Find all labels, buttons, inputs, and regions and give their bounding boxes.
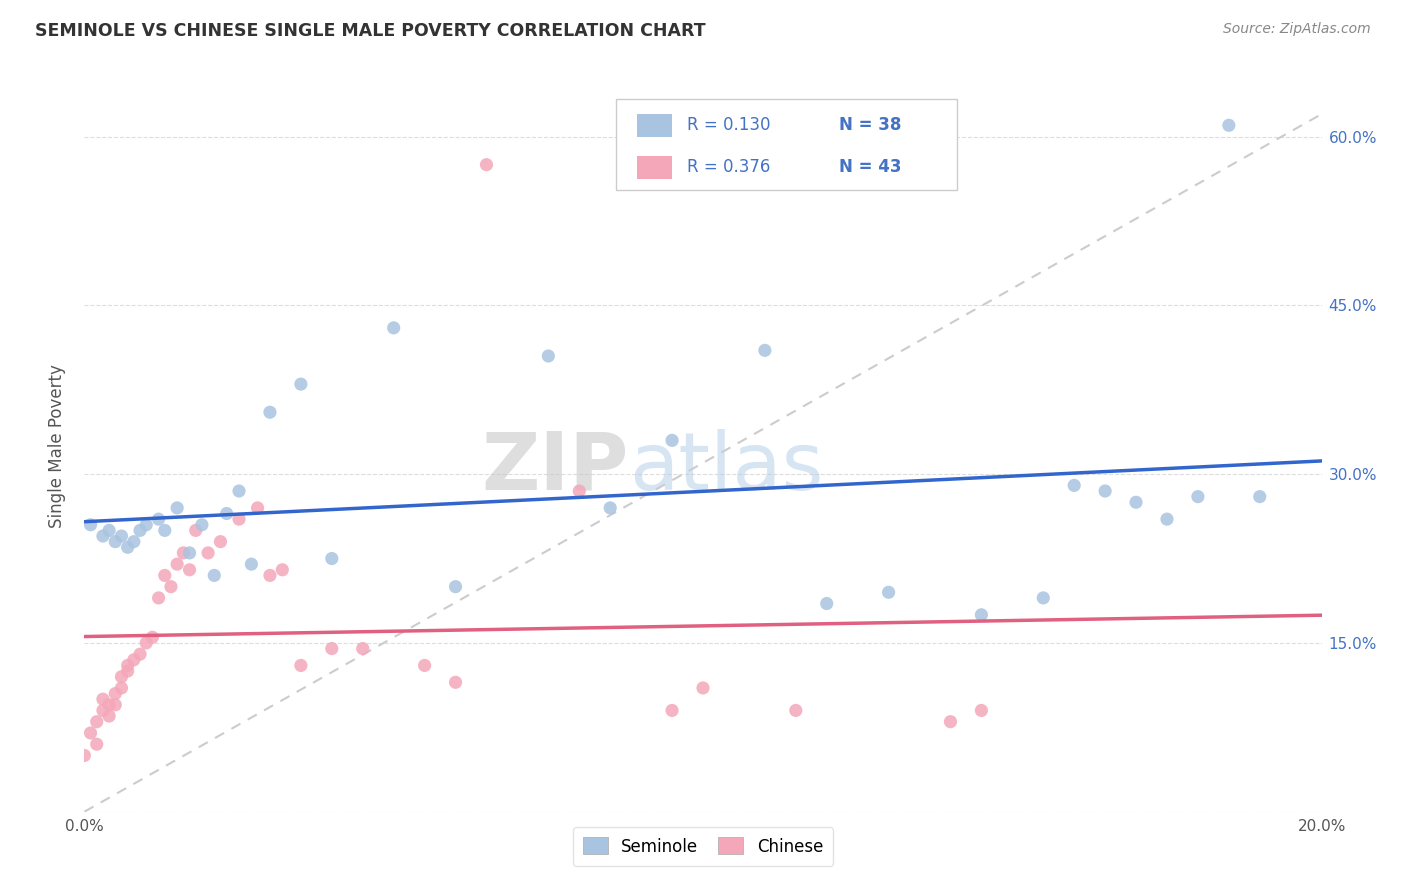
FancyBboxPatch shape <box>637 113 672 137</box>
Point <box>86 714 108 729</box>
Point <box>290 377 312 392</box>
Point <box>215 507 238 521</box>
Text: ZIP: ZIP <box>481 429 628 507</box>
Point <box>444 580 467 594</box>
Point <box>970 703 993 717</box>
Legend: Seminole, Chinese: Seminole, Chinese <box>572 828 834 865</box>
Point <box>191 517 214 532</box>
Point <box>568 483 591 498</box>
Point <box>599 500 621 515</box>
Point <box>1032 591 1054 605</box>
Point <box>135 517 157 532</box>
Point <box>129 524 152 538</box>
Point <box>785 703 807 717</box>
Point <box>79 726 101 740</box>
Point <box>79 517 101 532</box>
Text: atlas: atlas <box>628 429 823 507</box>
Point <box>73 748 96 763</box>
Point <box>166 557 188 571</box>
Point <box>290 658 312 673</box>
Point <box>184 524 207 538</box>
Point <box>692 681 714 695</box>
Point <box>104 698 127 712</box>
Point <box>1156 512 1178 526</box>
Point <box>228 483 250 498</box>
Point <box>117 664 139 678</box>
Point <box>661 434 683 448</box>
Text: R = 0.130: R = 0.130 <box>688 116 770 135</box>
Point <box>153 568 176 582</box>
Point <box>537 349 560 363</box>
Point <box>148 512 170 526</box>
Point <box>246 500 269 515</box>
Point <box>1187 490 1209 504</box>
Point <box>475 158 498 172</box>
Text: R = 0.376: R = 0.376 <box>688 159 770 177</box>
Point <box>98 709 121 723</box>
Point <box>172 546 194 560</box>
Point <box>877 585 900 599</box>
Point <box>129 647 152 661</box>
Point <box>197 546 219 560</box>
Point <box>271 563 294 577</box>
Point <box>939 714 962 729</box>
Point <box>321 551 343 566</box>
Point <box>815 597 838 611</box>
Point <box>228 512 250 526</box>
Point <box>104 534 127 549</box>
Point <box>754 343 776 358</box>
Point <box>382 321 405 335</box>
Point <box>259 405 281 419</box>
Point <box>122 534 145 549</box>
Point <box>86 737 108 751</box>
Text: N = 38: N = 38 <box>839 116 901 135</box>
Point <box>153 524 176 538</box>
Point <box>1249 490 1271 504</box>
Point <box>141 630 163 644</box>
Point <box>1125 495 1147 509</box>
Point <box>352 641 374 656</box>
Point <box>117 658 139 673</box>
Point <box>135 636 157 650</box>
Text: N = 43: N = 43 <box>839 159 901 177</box>
Point <box>110 670 132 684</box>
Point <box>259 568 281 582</box>
Point <box>91 529 114 543</box>
Point <box>179 546 201 560</box>
Point <box>122 653 145 667</box>
Text: SEMINOLE VS CHINESE SINGLE MALE POVERTY CORRELATION CHART: SEMINOLE VS CHINESE SINGLE MALE POVERTY … <box>35 22 706 40</box>
Point <box>148 591 170 605</box>
Point <box>117 541 139 555</box>
Point <box>166 500 188 515</box>
Point <box>240 557 263 571</box>
Point <box>202 568 225 582</box>
Point <box>413 658 436 673</box>
Point <box>1094 483 1116 498</box>
Point <box>110 529 132 543</box>
Point <box>1218 118 1240 132</box>
Point <box>179 563 201 577</box>
Y-axis label: Single Male Poverty: Single Male Poverty <box>48 364 66 528</box>
FancyBboxPatch shape <box>637 156 672 179</box>
Point <box>444 675 467 690</box>
FancyBboxPatch shape <box>616 99 956 190</box>
Text: Source: ZipAtlas.com: Source: ZipAtlas.com <box>1223 22 1371 37</box>
Point <box>110 681 132 695</box>
Point <box>661 703 683 717</box>
Point <box>98 524 121 538</box>
Point <box>160 580 183 594</box>
Point <box>1063 478 1085 492</box>
Point <box>91 703 114 717</box>
Point <box>970 607 993 622</box>
Point <box>91 692 114 706</box>
Point <box>209 534 232 549</box>
Point <box>104 687 127 701</box>
Point <box>321 641 343 656</box>
Point <box>98 698 121 712</box>
